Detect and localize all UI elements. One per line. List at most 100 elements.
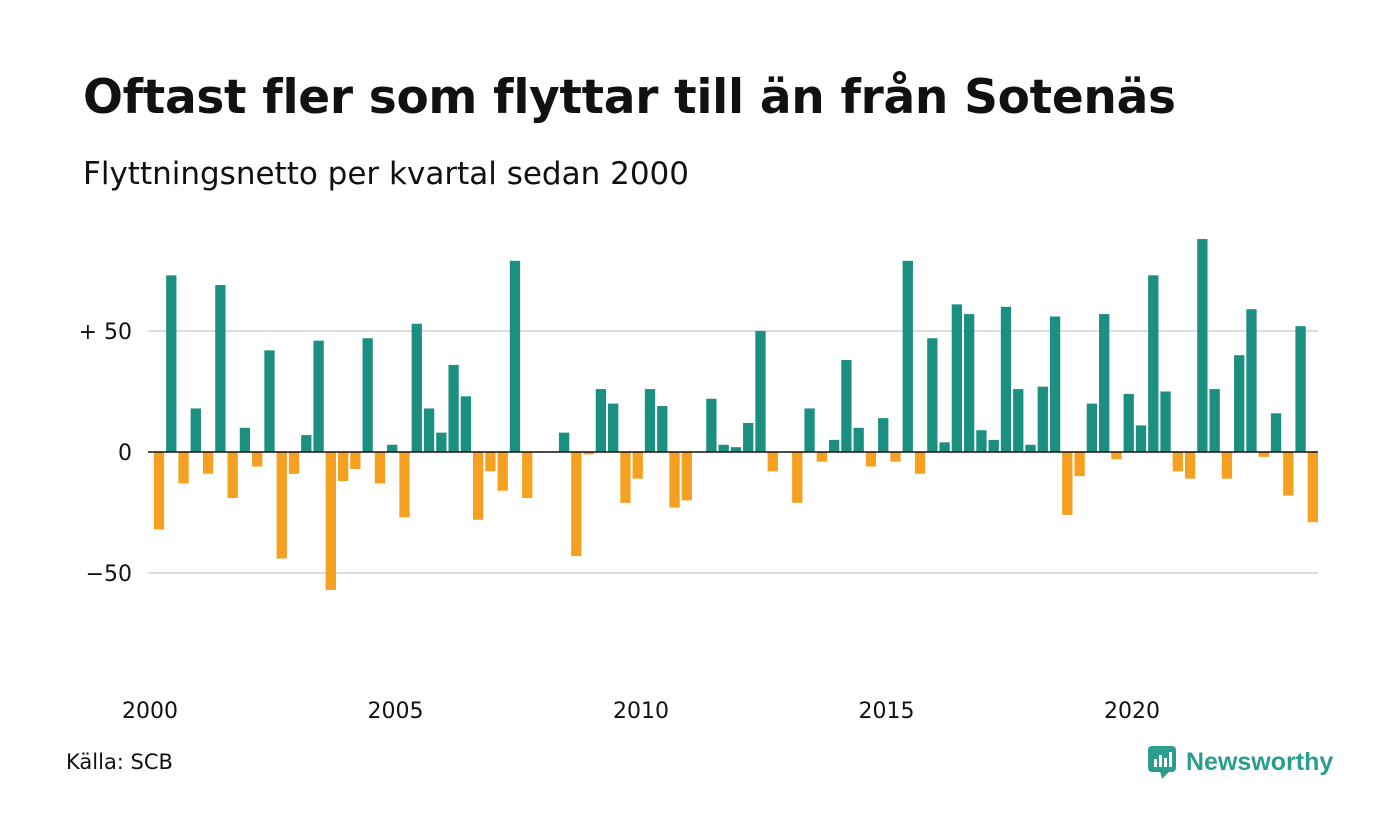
bar bbox=[1246, 309, 1257, 452]
bar bbox=[1086, 403, 1098, 452]
bar bbox=[841, 360, 852, 452]
bar bbox=[1270, 413, 1282, 452]
bar bbox=[448, 364, 459, 452]
bar bbox=[804, 408, 815, 452]
bar bbox=[755, 331, 766, 452]
bar bbox=[1172, 452, 1183, 472]
bar bbox=[1184, 452, 1196, 479]
bar bbox=[743, 422, 754, 452]
bar bbox=[202, 452, 214, 474]
brand: Newsworthy bbox=[1148, 744, 1333, 780]
bar bbox=[1148, 275, 1159, 452]
bar bbox=[509, 260, 521, 452]
bar bbox=[1258, 452, 1269, 457]
bar bbox=[1111, 452, 1122, 460]
x-tick-label: 2005 bbox=[368, 699, 424, 724]
bar bbox=[227, 452, 238, 498]
bar bbox=[460, 396, 472, 452]
y-tick-label: + 50 bbox=[79, 320, 132, 345]
bar bbox=[988, 439, 999, 452]
bar bbox=[374, 452, 386, 484]
y-tick-label: 0 bbox=[118, 441, 132, 466]
bar bbox=[350, 452, 361, 469]
chart-title: Oftast fler som flyttar till än från Sot… bbox=[83, 70, 1176, 125]
bar bbox=[853, 427, 864, 452]
bar bbox=[595, 389, 607, 452]
bar bbox=[215, 285, 226, 452]
x-tick-label: 2010 bbox=[613, 699, 669, 724]
bar bbox=[939, 442, 950, 452]
bar bbox=[767, 452, 778, 472]
bar bbox=[927, 338, 938, 452]
bar bbox=[681, 452, 692, 501]
bar bbox=[1234, 355, 1245, 452]
bar bbox=[497, 452, 508, 491]
bar bbox=[1197, 239, 1208, 452]
bar bbox=[706, 398, 717, 452]
bar bbox=[632, 452, 643, 479]
bar bbox=[473, 452, 484, 520]
bar bbox=[337, 452, 349, 482]
x-tick-label: 2020 bbox=[1104, 699, 1160, 724]
bar bbox=[865, 452, 877, 467]
bar bbox=[669, 452, 680, 508]
bar bbox=[153, 452, 165, 530]
source-note: Källa: SCB bbox=[66, 750, 173, 774]
bar bbox=[730, 447, 742, 452]
bar bbox=[718, 444, 729, 452]
bar bbox=[423, 408, 435, 452]
bar bbox=[1049, 316, 1061, 452]
bar bbox=[1221, 452, 1233, 479]
bar bbox=[436, 432, 447, 452]
bar bbox=[1000, 306, 1012, 452]
bar bbox=[558, 432, 570, 452]
bar bbox=[387, 444, 398, 452]
bar bbox=[1160, 391, 1171, 452]
bar bbox=[878, 418, 889, 452]
bar bbox=[301, 435, 312, 452]
newsworthy-logo-icon bbox=[1148, 746, 1176, 779]
bar bbox=[276, 452, 287, 559]
bar bbox=[816, 452, 827, 462]
bar bbox=[828, 439, 840, 452]
bar bbox=[976, 430, 987, 452]
chart-subtitle: Flyttningsnetto per kvartal sedan 2000 bbox=[83, 156, 689, 192]
bar bbox=[1013, 389, 1024, 452]
bar bbox=[608, 403, 619, 452]
bar bbox=[1307, 452, 1318, 523]
bar bbox=[485, 452, 496, 472]
bar bbox=[1135, 425, 1147, 452]
bar bbox=[657, 406, 668, 452]
bar bbox=[522, 452, 533, 498]
bar bbox=[1283, 452, 1294, 496]
bar bbox=[313, 340, 324, 452]
bar bbox=[1099, 314, 1110, 452]
bar bbox=[1295, 326, 1306, 452]
bar bbox=[1074, 452, 1085, 477]
bar bbox=[264, 350, 275, 452]
bar bbox=[239, 427, 251, 452]
bar bbox=[411, 323, 422, 452]
bar bbox=[1209, 389, 1220, 452]
x-tick-label: 2015 bbox=[859, 699, 915, 724]
bar bbox=[178, 452, 189, 484]
bar bbox=[325, 452, 336, 590]
bar bbox=[792, 452, 803, 503]
bar bbox=[890, 452, 901, 462]
bar bbox=[644, 389, 656, 452]
bar bbox=[1037, 386, 1048, 452]
bar bbox=[288, 452, 300, 474]
bar bbox=[399, 452, 410, 518]
bar bbox=[914, 452, 926, 474]
bar bbox=[252, 452, 263, 467]
brand-name: Newsworthy bbox=[1186, 747, 1334, 776]
bar bbox=[190, 408, 201, 452]
x-tick-label: 2000 bbox=[122, 699, 178, 724]
y-tick-label: −50 bbox=[86, 562, 132, 587]
bar bbox=[362, 338, 373, 452]
bar bbox=[620, 452, 631, 503]
bar bbox=[571, 452, 582, 557]
bar bbox=[964, 314, 975, 452]
bar bbox=[1025, 444, 1036, 452]
